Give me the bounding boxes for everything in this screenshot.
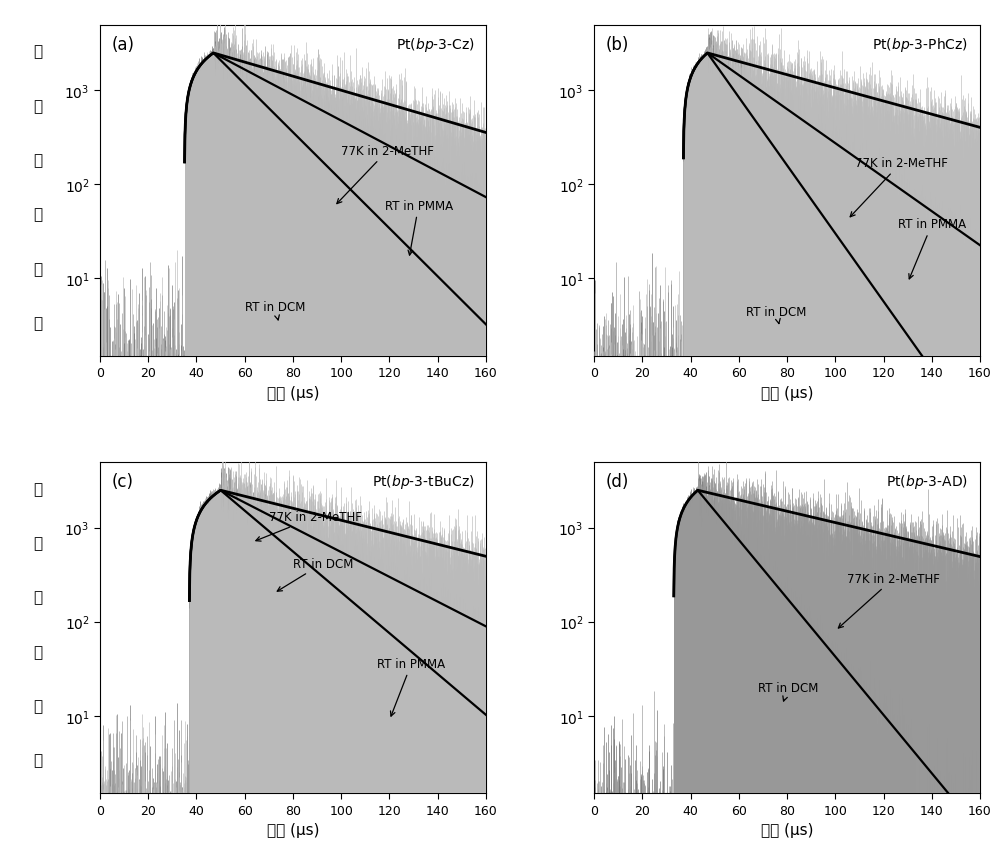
Text: RT in PMMA: RT in PMMA: [898, 218, 966, 280]
Text: 度: 度: [34, 316, 43, 331]
Text: 强: 强: [34, 262, 43, 276]
Text: (a): (a): [112, 36, 135, 54]
Text: 光: 光: [34, 644, 43, 659]
Text: 对: 对: [34, 536, 43, 551]
Text: 相: 相: [34, 44, 43, 60]
Text: 77K in 2-MeTHF: 77K in 2-MeTHF: [337, 145, 434, 205]
Text: Pt($\it{bp}$-3-PhCz): Pt($\it{bp}$-3-PhCz): [872, 36, 968, 54]
X-axis label: 时间 (μs): 时间 (μs): [761, 822, 813, 837]
Text: 77K in 2-MeTHF: 77K in 2-MeTHF: [256, 511, 362, 542]
Text: 光: 光: [34, 207, 43, 223]
Text: 77K in 2-MeTHF: 77K in 2-MeTHF: [850, 157, 947, 218]
X-axis label: 时间 (μs): 时间 (μs): [267, 386, 319, 400]
Text: (b): (b): [606, 36, 629, 54]
Text: Pt($\it{bp}$-3-Cz): Pt($\it{bp}$-3-Cz): [396, 36, 474, 54]
Text: Pt($\it{bp}$-3-AD): Pt($\it{bp}$-3-AD): [886, 473, 968, 490]
X-axis label: 时间 (μs): 时间 (μs): [761, 386, 813, 400]
Text: 发: 发: [34, 590, 43, 605]
Text: (d): (d): [606, 473, 629, 490]
Text: Pt($\it{bp}$-3-tBuCz): Pt($\it{bp}$-3-tBuCz): [372, 473, 474, 490]
Text: RT in DCM: RT in DCM: [277, 557, 353, 591]
Text: 发: 发: [34, 153, 43, 168]
Text: 对: 对: [34, 99, 43, 113]
Text: RT in DCM: RT in DCM: [758, 682, 818, 701]
Text: 77K in 2-MeTHF: 77K in 2-MeTHF: [838, 572, 940, 629]
X-axis label: 时间 (μs): 时间 (μs): [267, 822, 319, 837]
Text: RT in DCM: RT in DCM: [746, 305, 806, 324]
Text: RT in PMMA: RT in PMMA: [377, 657, 446, 717]
Text: RT in PMMA: RT in PMMA: [385, 200, 453, 256]
Text: RT in DCM: RT in DCM: [245, 301, 305, 321]
Text: (c): (c): [112, 473, 134, 490]
Text: 强: 强: [34, 699, 43, 713]
Text: 度: 度: [34, 752, 43, 768]
Text: 相: 相: [34, 481, 43, 496]
